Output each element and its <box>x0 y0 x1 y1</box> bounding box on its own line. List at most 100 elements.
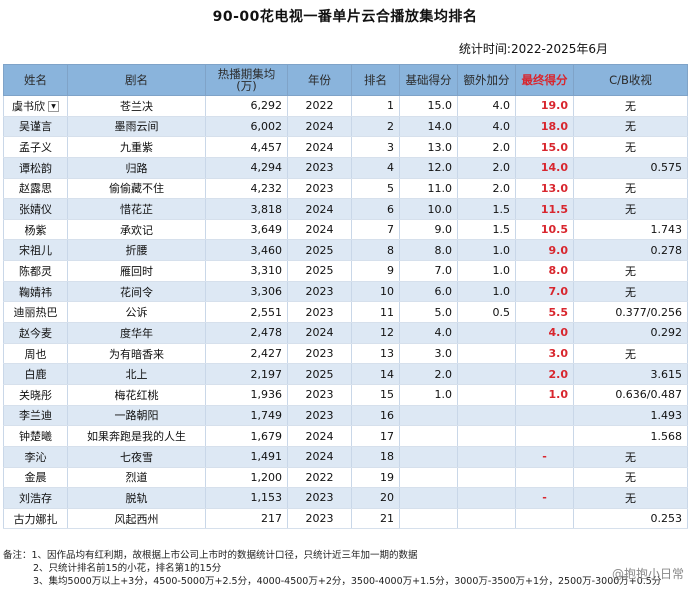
cell-drama-text: 折腰 <box>125 244 148 258</box>
cell-year: 2023 <box>287 178 352 200</box>
cell-name: 谭松韵 <box>3 157 68 179</box>
cell-cb: 无 <box>573 260 688 282</box>
cell-year: 2023 <box>287 487 352 509</box>
cell-final-text: - <box>542 450 547 464</box>
cell-base-text: 4.0 <box>434 326 453 340</box>
cell-rank: 13 <box>351 343 400 365</box>
cell-final-text: 18.0 <box>540 119 568 133</box>
cell-base <box>399 487 458 509</box>
cell-year-text: 2024 <box>305 223 334 237</box>
cell-name: 钟楚曦 <box>3 425 68 447</box>
header-extra[interactable]: 额外加分 <box>457 64 516 96</box>
cell-extra-text: 4.0 <box>492 119 511 133</box>
cell-extra: 2.0 <box>457 178 516 200</box>
cell-name: 宋祖儿 <box>3 239 68 262</box>
cell-cb: 0.278 <box>573 239 688 262</box>
cell-avg: 2,427 <box>205 343 288 365</box>
cell-extra <box>457 487 516 509</box>
header-final[interactable]: 最终得分 <box>515 64 574 96</box>
cell-drama: 梅花红桃 <box>67 384 206 406</box>
header-base[interactable]: 基础得分 <box>399 64 458 96</box>
cell-avg: 1,749 <box>205 405 288 427</box>
cell-year-text: 2024 <box>305 119 334 133</box>
header-cb[interactable]: C/B收视 <box>573 64 688 96</box>
cell-name: 迪丽热巴 <box>3 301 68 324</box>
cell-extra-text: 1.0 <box>492 264 511 278</box>
cell-final-text: 15.0 <box>540 140 568 154</box>
cell-cb-text: 无 <box>625 450 636 464</box>
cell-cb-text: 无 <box>625 182 636 196</box>
cell-name-text: 鞠婧祎 <box>19 285 52 299</box>
header-drama[interactable]: 剧名 <box>67 64 206 96</box>
cell-year: 2025 <box>287 239 352 262</box>
cell-drama-text: 北上 <box>125 368 148 382</box>
cell-avg-text: 1,936 <box>250 388 283 402</box>
cell-avg: 1,936 <box>205 384 288 406</box>
cell-cb-text: 无 <box>625 203 636 217</box>
cell-final: 1.0 <box>515 384 574 406</box>
table-row: 刘浩存 脱轨 1,153 2023 20 - 无 <box>3 487 688 509</box>
cell-rank: 18 <box>351 446 400 468</box>
cell-cb: 无 <box>573 116 688 138</box>
cell-final: - <box>515 487 574 509</box>
cell-base-text: 11.0 <box>427 181 453 195</box>
cell-final-text: 14.0 <box>540 161 568 175</box>
cell-avg-text: 6,002 <box>250 119 283 133</box>
cell-drama: 为有暗香来 <box>67 343 206 365</box>
cell-rank-text: 18 <box>380 450 394 464</box>
cell-rank: 21 <box>351 508 400 530</box>
cell-name-text: 杨紫 <box>24 223 47 237</box>
cell-rank-text: 5 <box>387 181 394 195</box>
cell-name-text: 关晓彤 <box>19 388 52 402</box>
cell-rank: 2 <box>351 116 400 138</box>
cell-rank: 11 <box>351 301 400 324</box>
table-row: 孟子义 九重紫 4,457 2024 3 13.0 2.0 15.0 无 <box>3 136 688 158</box>
header-avg[interactable]: 热播期集均(万) <box>205 64 288 96</box>
cell-drama: 风起西州 <box>67 508 206 530</box>
cell-name-text: 赵今麦 <box>19 326 52 340</box>
header-year[interactable]: 年份 <box>287 64 352 96</box>
cell-base-text: 8.0 <box>434 243 453 257</box>
cell-year-text: 2022 <box>305 99 334 113</box>
cell-rank-text: 9 <box>387 264 394 278</box>
cell-extra <box>457 508 516 530</box>
cell-final: 4.0 <box>515 322 574 344</box>
cell-cb-text: 无 <box>625 141 636 155</box>
filter-dropdown-icon[interactable]: ▼ <box>48 101 59 113</box>
header-name[interactable]: 姓名 <box>3 64 68 96</box>
cell-name: 赵今麦 <box>3 322 68 344</box>
cell-name-text: 张婧仪 <box>19 203 52 217</box>
cell-final <box>515 405 574 427</box>
ranking-table: 姓名 剧名 热播期集均(万) 年份 排名 基础得分 额外加分 最终得分 C/B收… <box>3 64 688 530</box>
cell-drama: 墨雨云间 <box>67 116 206 138</box>
cell-year-text: 2024 <box>305 450 334 464</box>
cell-extra-text: 1.5 <box>492 202 511 216</box>
table-row: 赵露思 偷偷藏不住 4,232 2023 5 11.0 2.0 13.0 无 <box>3 178 688 200</box>
cell-base: 2.0 <box>399 363 458 385</box>
cell-final: 9.0 <box>515 239 574 262</box>
cell-rank: 15 <box>351 384 400 406</box>
cell-year: 2025 <box>287 363 352 385</box>
cell-drama: 归路 <box>67 157 206 179</box>
cell-final-text: 3.0 <box>548 347 569 360</box>
note-line: 2、只统计排名前15的小花，排名第1的15分 <box>33 563 222 574</box>
cell-drama-text: 七夜雪 <box>120 450 153 464</box>
cell-avg: 4,232 <box>205 178 288 200</box>
cell-year-text: 2025 <box>305 243 334 257</box>
cell-rank-text: 17 <box>380 429 394 443</box>
cell-final-text: - <box>542 491 547 505</box>
cell-drama-text: 九重紫 <box>120 141 153 155</box>
cell-drama-text: 偷偷藏不住 <box>109 182 164 196</box>
cell-year-text: 2024 <box>305 326 334 340</box>
cell-cb: 无 <box>573 446 688 468</box>
cell-avg-text: 2,197 <box>250 367 283 381</box>
cell-avg: 3,460 <box>205 239 288 262</box>
cell-year: 2024 <box>287 116 352 138</box>
cell-final <box>515 508 574 530</box>
cell-avg-text: 1,749 <box>250 408 283 422</box>
cell-extra: 1.0 <box>457 239 516 262</box>
cell-rank-text: 16 <box>380 408 394 422</box>
cell-base: 12.0 <box>399 157 458 179</box>
header-rank[interactable]: 排名 <box>351 64 400 96</box>
cell-name-text: 谭松韵 <box>19 161 52 175</box>
